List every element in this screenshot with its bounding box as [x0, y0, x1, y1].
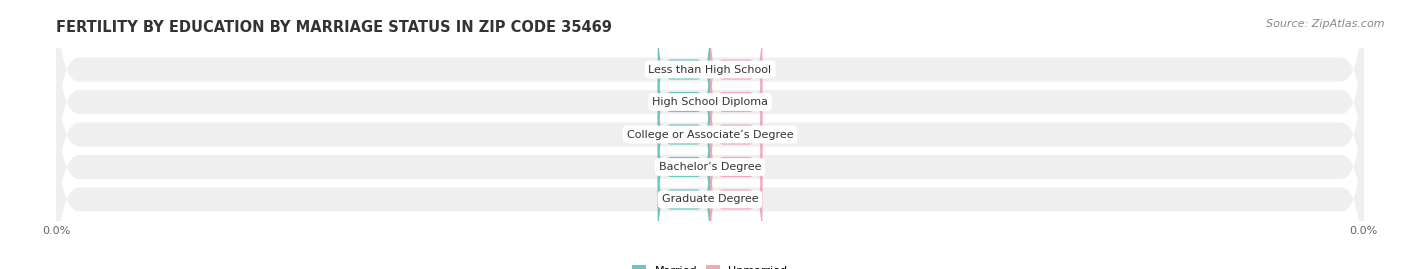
- FancyBboxPatch shape: [710, 80, 762, 189]
- Text: 0.0%: 0.0%: [669, 162, 699, 172]
- FancyBboxPatch shape: [658, 47, 710, 157]
- Legend: Married, Unmarried: Married, Unmarried: [628, 261, 792, 269]
- FancyBboxPatch shape: [56, 33, 1364, 236]
- FancyBboxPatch shape: [56, 0, 1364, 171]
- Text: 0.0%: 0.0%: [721, 129, 751, 140]
- FancyBboxPatch shape: [710, 47, 762, 157]
- FancyBboxPatch shape: [56, 98, 1364, 269]
- Text: Source: ZipAtlas.com: Source: ZipAtlas.com: [1267, 19, 1385, 29]
- Text: 0.0%: 0.0%: [721, 65, 751, 75]
- Text: 0.0%: 0.0%: [721, 194, 751, 204]
- Text: 0.0%: 0.0%: [669, 65, 699, 75]
- Text: 0.0%: 0.0%: [721, 97, 751, 107]
- FancyBboxPatch shape: [658, 15, 710, 125]
- FancyBboxPatch shape: [710, 144, 762, 254]
- FancyBboxPatch shape: [658, 80, 710, 189]
- FancyBboxPatch shape: [710, 112, 762, 222]
- FancyBboxPatch shape: [658, 144, 710, 254]
- Text: College or Associate’s Degree: College or Associate’s Degree: [627, 129, 793, 140]
- FancyBboxPatch shape: [658, 112, 710, 222]
- Text: High School Diploma: High School Diploma: [652, 97, 768, 107]
- FancyBboxPatch shape: [56, 0, 1364, 204]
- Text: Bachelor’s Degree: Bachelor’s Degree: [659, 162, 761, 172]
- FancyBboxPatch shape: [56, 65, 1364, 269]
- Text: 0.0%: 0.0%: [669, 129, 699, 140]
- Text: FERTILITY BY EDUCATION BY MARRIAGE STATUS IN ZIP CODE 35469: FERTILITY BY EDUCATION BY MARRIAGE STATU…: [56, 20, 612, 35]
- Text: 0.0%: 0.0%: [721, 162, 751, 172]
- Text: 0.0%: 0.0%: [669, 194, 699, 204]
- Text: Graduate Degree: Graduate Degree: [662, 194, 758, 204]
- FancyBboxPatch shape: [710, 15, 762, 125]
- Text: Less than High School: Less than High School: [648, 65, 772, 75]
- Text: 0.0%: 0.0%: [669, 97, 699, 107]
